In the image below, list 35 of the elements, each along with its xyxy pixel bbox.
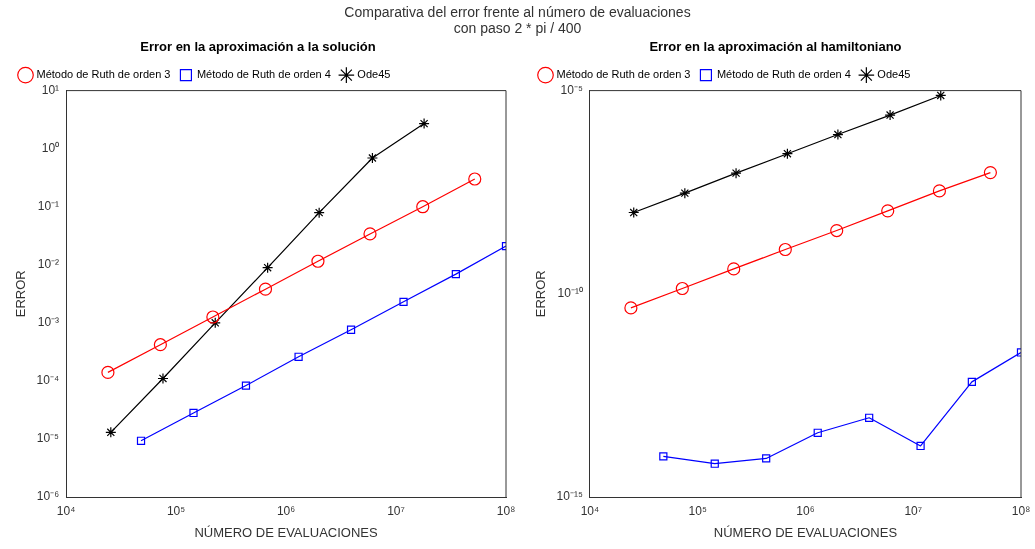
y-tick-label: 10⁻¹⁰	[557, 286, 583, 301]
y-axis-title: ERROR	[533, 270, 549, 318]
text: Comparativa del error frente al número de evaluaciones	[343, 4, 692, 20]
y-axis-title: ERROR	[13, 270, 29, 318]
y-tick-label: 10⁻⁵	[36, 431, 60, 446]
legend-label: Método de Ruth de orden 4	[716, 68, 851, 81]
x-tick-label: 10⁶	[796, 503, 815, 518]
x-tick-label: 10⁶	[276, 503, 296, 518]
y-tick-label: 10⁻⁴	[36, 373, 60, 388]
y-tick-label: 10⁻¹⁵	[556, 489, 583, 504]
x-tick-label: 10⁵	[166, 503, 186, 518]
y-tick-label: 10¹	[41, 82, 60, 97]
legend-label: Ode45	[877, 68, 911, 81]
x-tick-label: 10⁸	[496, 503, 516, 518]
y-tick-label: 10⁻¹	[37, 199, 60, 214]
text: con paso 2 * pi / 400	[452, 20, 583, 36]
chart-title: Error en la aproximación a la solución	[140, 39, 376, 55]
x-tick-label: 10⁴	[56, 503, 76, 518]
y-tick-label: 10⁰	[41, 140, 60, 155]
x-tick-label: 10⁴	[580, 503, 600, 518]
legend-label: Método de Ruth de orden 4	[196, 68, 331, 81]
x-tick-label: 10⁷	[904, 503, 923, 518]
legend-label: Método de Ruth de orden 3	[36, 68, 171, 81]
y-tick-label: 10⁻³	[37, 315, 60, 330]
y-tick-label: 10⁻⁶	[36, 489, 60, 504]
y-tick-label: 10⁻⁵	[560, 82, 583, 97]
legend-label: Ode45	[357, 68, 391, 81]
x-axis-title: NÚMERO DE EVALUACIONES	[713, 524, 898, 540]
x-tick-label: 10⁷	[387, 503, 405, 518]
chart-title: Error en la aproximación al hamiltoniano	[649, 39, 902, 55]
x-axis-title: NÚMERO DE EVALUACIONES	[194, 524, 378, 540]
x-tick-label: 10⁵	[688, 503, 707, 518]
x-tick-label: 10⁸	[1011, 503, 1031, 518]
legend-label: Método de Ruth de orden 3	[556, 68, 691, 81]
y-tick-label: 10⁻²	[37, 257, 60, 272]
